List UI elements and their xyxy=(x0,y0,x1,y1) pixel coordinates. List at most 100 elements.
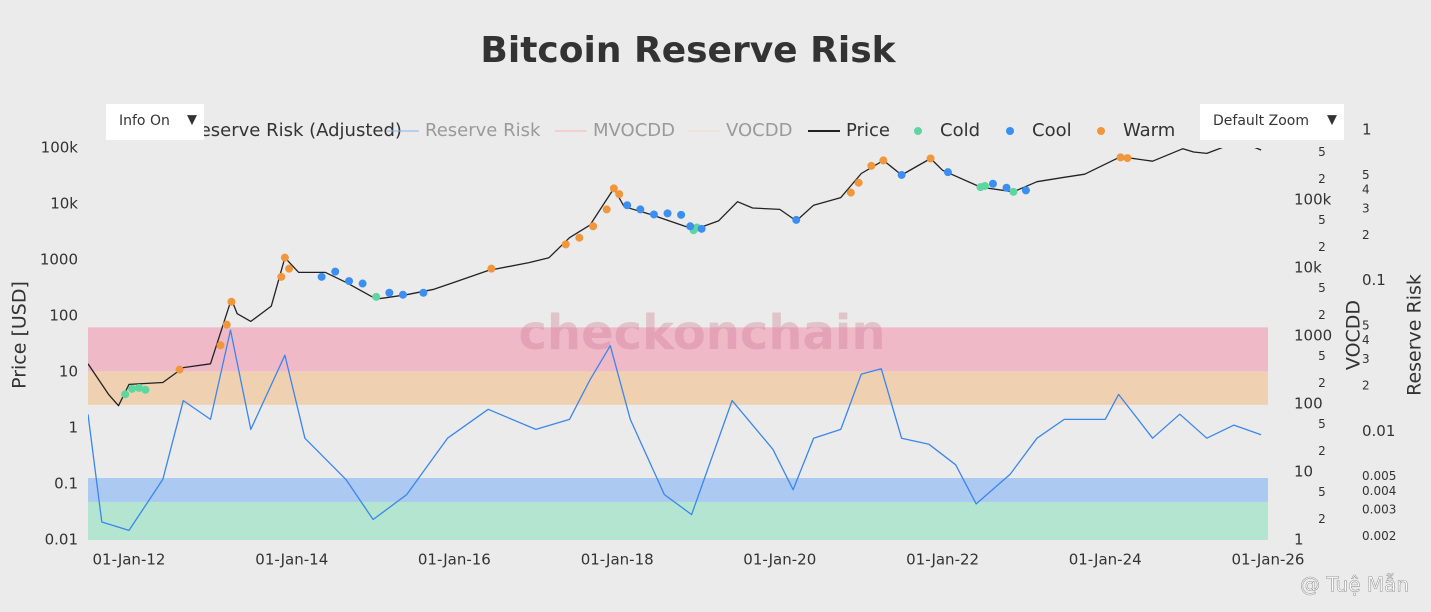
band xyxy=(88,478,1268,502)
y3-tick-label: 1 xyxy=(1294,531,1304,549)
series-marker xyxy=(419,288,428,297)
series-marker xyxy=(277,272,286,281)
series-marker xyxy=(609,184,618,193)
y2-tick-label: 1 xyxy=(1362,121,1372,139)
zoom-button-bg[interactable] xyxy=(1200,104,1344,140)
y2-tick-label: 0.003 xyxy=(1362,503,1396,517)
y2-tick-label: 2 xyxy=(1362,378,1370,392)
legend-symbol xyxy=(1097,127,1105,135)
series-marker xyxy=(1002,183,1011,192)
series-marker xyxy=(141,385,150,394)
x-tick-label: 01-Jan-20 xyxy=(743,551,816,569)
series-marker xyxy=(372,292,381,301)
y3-tick-label: 2 xyxy=(1318,172,1326,186)
legend-label: VOCDD xyxy=(726,120,792,141)
legend-label: Cold xyxy=(940,120,980,141)
series-marker xyxy=(128,384,137,393)
series-marker xyxy=(897,170,906,179)
series-marker xyxy=(1021,186,1030,195)
y3-tick-label: 2 xyxy=(1318,512,1326,526)
info-button-icon[interactable]: ▼ xyxy=(187,113,197,128)
y-axis-title: Price [USD] xyxy=(9,281,31,389)
y-tick-label: 10k xyxy=(50,195,78,213)
series-marker xyxy=(988,179,997,188)
y3-tick-label: 5 xyxy=(1318,213,1326,227)
chart-title: Bitcoin Reserve Risk xyxy=(480,30,896,71)
series-marker xyxy=(846,188,855,197)
y2-tick-label: 4 xyxy=(1362,182,1370,196)
zoom-button-label[interactable]: Default Zoom xyxy=(1213,113,1309,129)
series-marker xyxy=(980,181,989,190)
series-marker xyxy=(175,365,184,374)
legend-label: Price xyxy=(846,120,890,141)
series-marker xyxy=(663,209,672,218)
y2-tick-label: 5 xyxy=(1362,168,1370,182)
y-tick-label: 100k xyxy=(41,139,79,157)
y3-axis-title: VOCDD xyxy=(1343,300,1365,370)
series-marker xyxy=(1009,187,1018,196)
series-marker xyxy=(227,297,236,306)
y2-tick-label: 3 xyxy=(1362,352,1370,366)
band xyxy=(88,501,1268,540)
series-marker xyxy=(1116,153,1125,162)
series-marker xyxy=(358,279,367,288)
y3-tick-label: 100k xyxy=(1294,190,1332,208)
series-marker xyxy=(385,288,394,297)
series-marker xyxy=(879,156,888,165)
y3-tick-label: 10k xyxy=(1294,258,1322,276)
y-tick-label: 1 xyxy=(68,419,78,437)
y2-axis-title: Reserve Risk xyxy=(1404,274,1426,396)
x-tick-label: 01-Jan-22 xyxy=(906,551,979,569)
info-button-bg[interactable] xyxy=(106,104,204,140)
y3-tick-label: 5 xyxy=(1318,145,1326,159)
band xyxy=(88,327,1268,372)
y2-tick-label: 3 xyxy=(1362,201,1370,215)
y2-tick-label: 2 xyxy=(1362,228,1370,242)
y3-tick-label: 100 xyxy=(1294,394,1323,412)
y3-tick-label: 5 xyxy=(1318,281,1326,295)
series-marker xyxy=(623,201,632,210)
legend-label: Warm xyxy=(1123,120,1175,141)
zoom-button[interactable]: Default Zoom ▼ xyxy=(1200,104,1344,140)
series-marker xyxy=(615,190,624,199)
series-marker xyxy=(575,233,584,242)
info-button[interactable]: Info On ▼ xyxy=(106,104,204,140)
series-marker xyxy=(926,154,935,163)
plot-area xyxy=(88,148,1262,532)
y-tick-label: 10 xyxy=(59,363,78,381)
credit: @ Tuệ Mẫn xyxy=(1300,573,1409,597)
x-tick-label: 01-Jan-18 xyxy=(581,551,654,569)
x-tick-label: 01-Jan-24 xyxy=(1069,551,1142,569)
legend-label: Reserve Risk (Adjusted) xyxy=(188,120,402,141)
info-button-label[interactable]: Info On xyxy=(119,113,170,129)
series-marker xyxy=(697,224,706,233)
series-marker xyxy=(792,215,801,224)
series-marker xyxy=(216,341,225,350)
series-marker xyxy=(636,205,645,214)
series-line xyxy=(88,148,1262,407)
x-tick-label: 01-Jan-14 xyxy=(255,551,328,569)
y3-tick-label: 10 xyxy=(1294,462,1313,480)
band xyxy=(88,371,1268,405)
series-marker xyxy=(943,168,952,177)
series-marker xyxy=(135,383,144,392)
series-marker xyxy=(867,161,876,170)
series-marker xyxy=(331,267,340,276)
legend-label: Reserve Risk xyxy=(425,120,541,141)
legend-label: MVOCDD xyxy=(593,120,675,141)
series-marker xyxy=(602,205,611,214)
series-marker xyxy=(285,264,294,273)
y3-tick-label: 2 xyxy=(1318,240,1326,254)
y-tick-label: 1000 xyxy=(40,251,78,269)
series-marker xyxy=(854,178,863,187)
series-line xyxy=(88,329,1262,532)
series-marker xyxy=(649,210,658,219)
series-marker xyxy=(222,320,231,329)
series-marker xyxy=(345,277,354,286)
zoom-button-icon[interactable]: ▼ xyxy=(1327,113,1337,128)
y3-tick-label: 5 xyxy=(1318,485,1326,499)
y2-tick-label: 4 xyxy=(1362,333,1370,347)
series-marker xyxy=(280,253,289,262)
y2-tick-label: 0.01 xyxy=(1362,422,1395,440)
